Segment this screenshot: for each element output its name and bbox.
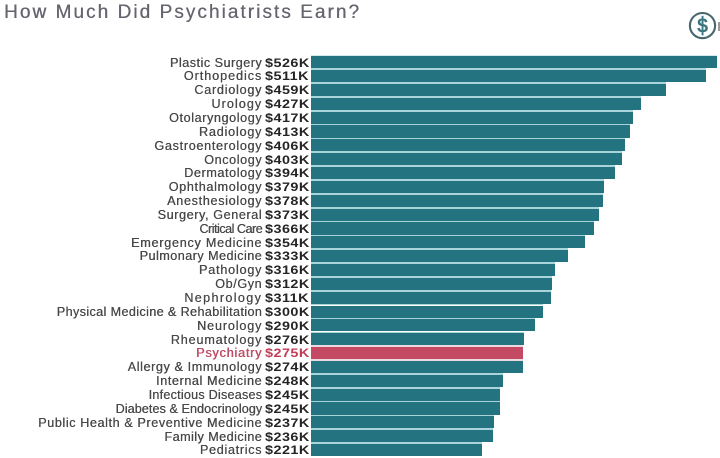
svg-text:$: $ <box>697 15 708 37</box>
